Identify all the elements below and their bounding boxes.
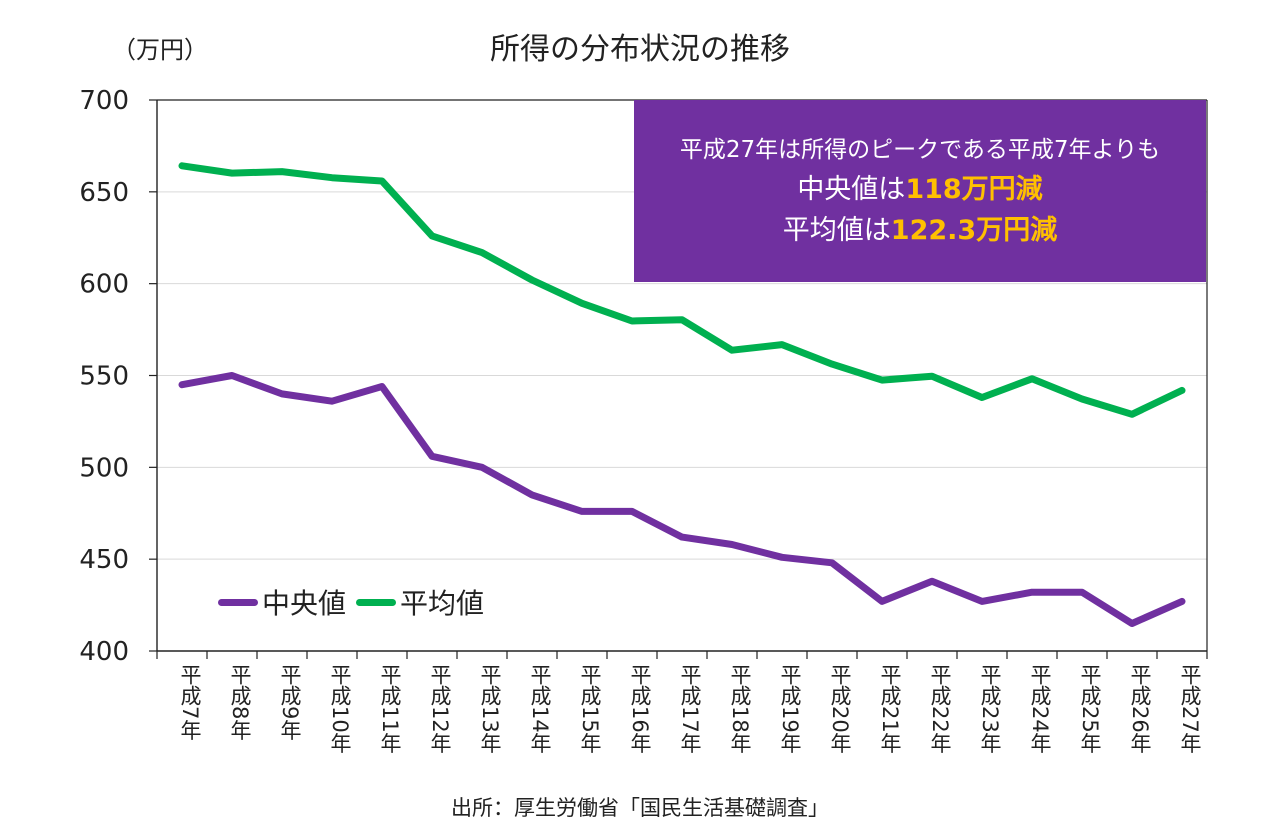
y-tick-label: 550 [79,362,129,392]
x-tick-label: 平成9年 [278,664,302,741]
y-tick-label: 700 [79,86,129,116]
chart-title: 所得の分布状況の推移 [490,32,790,67]
callout-box: 平成27年は所得のピークである平成7年よりも 中央値は118万円減 平均値は12… [634,100,1206,282]
y-tick-label: 500 [79,453,129,483]
legend-label-mean: 平均値 [400,587,485,620]
y-tick-label: 650 [79,178,129,208]
x-tick-label: 平成26年 [1128,664,1152,754]
x-tick-label: 平成14年 [528,664,552,754]
callout-line-1: 平成27年は所得のピークである平成7年よりも [679,136,1161,163]
x-tick-label: 平成20年 [828,664,852,754]
legend-swatch-mean [356,598,397,606]
callout-mean-label: 平均値は [782,214,891,246]
x-tick-label: 平成12年 [428,664,452,754]
x-tick-label: 平成10年 [328,664,352,754]
x-tick-label: 平成11年 [378,664,402,754]
series-line-median [178,372,1186,627]
legend-item-mean: 平均値 [356,582,484,622]
x-tick-label: 平成24年 [1028,664,1052,754]
callout-median-label: 中央値は [797,173,906,205]
x-tick-label: 平成8年 [228,664,252,741]
x-tick-label: 平成15年 [578,664,602,754]
callout-median-value: 118万円減 [905,173,1043,205]
legend: 中央値 平均値 [218,582,494,622]
x-tick-label: 平成18年 [728,664,752,754]
y-tick-label: 600 [79,270,129,300]
legend-swatch-median [218,598,258,606]
x-tick-label: 平成19年 [778,664,802,754]
y-tick-label: 400 [79,637,129,667]
x-tick-label: 平成27年 [1178,664,1202,754]
callout-mean-value: 122.3万円減 [890,214,1058,246]
x-tick-label: 平成17年 [678,664,702,754]
series-line-mean [178,162,1186,418]
x-tick-label: 平成25年 [1078,664,1102,754]
legend-item-median: 中央値 [218,582,346,622]
x-tick-label: 平成21年 [878,664,902,754]
x-tick-label: 平成23年 [978,664,1002,754]
callout-line-3: 平均値は122.3万円減 [783,217,1057,244]
y-axis-unit: （万円） [112,36,208,64]
x-tick-label: 平成22年 [928,664,952,754]
y-tick-label: 450 [79,545,129,575]
source-note: 出所：厚生労働省「国民生活基礎調査」 [451,796,829,820]
x-tick-label: 平成16年 [628,664,652,754]
x-tick-label: 平成7年 [178,664,202,741]
x-tick-label: 平成13年 [478,664,502,754]
legend-label-median: 中央値 [262,587,347,620]
callout-line-2: 中央値は118万円減 [797,176,1042,203]
